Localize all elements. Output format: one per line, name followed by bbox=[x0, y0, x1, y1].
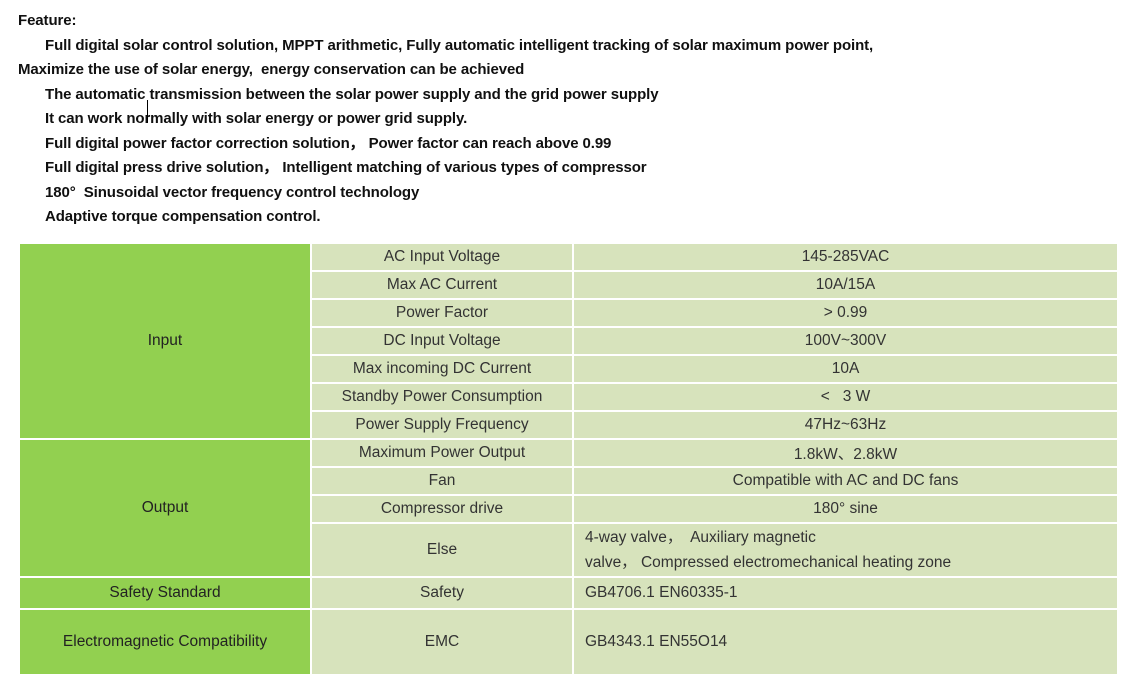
text-cursor bbox=[147, 100, 148, 123]
value-safety: GB4706.1 EN60335-1 bbox=[572, 575, 1119, 610]
value-emc: GB4343.1 EN55O14 bbox=[572, 607, 1119, 676]
param-emc: EMC bbox=[310, 607, 574, 676]
feature-line-auto-transmission: The automatic transmission between the s… bbox=[45, 85, 659, 103]
value-else: 4-way valve， Auxiliary magnetic valve， C… bbox=[572, 521, 1119, 578]
param-dc-input-voltage: DC Input Voltage bbox=[310, 325, 574, 356]
feature-line-work-normally: It can work normally with solar energy o… bbox=[45, 110, 468, 127]
row-maximum-power-output: Output Maximum Power Output 1.8kW、2.8kW bbox=[18, 437, 1119, 578]
spec-table: Input AC Input Voltage 145-285VAC Max AC Cu… bbox=[18, 241, 1119, 676]
feature-line-press-drive: Full digital press drive solution， Intel… bbox=[45, 159, 647, 176]
param-else: Else bbox=[310, 521, 574, 578]
row-power-supply-frequency: Power Supply Frequency 47Hz~63Hz bbox=[19, 409, 1119, 440]
row-compressor-drive: Compressor drive 180° sine bbox=[19, 493, 1119, 524]
param-safety: Safety bbox=[310, 575, 574, 610]
value-standby-power-consumption: < 3 W bbox=[572, 381, 1119, 412]
value-max-incoming-dc-current: 10A bbox=[572, 353, 1119, 384]
row-power-factor: Power Factor > 0.99 bbox=[19, 297, 1119, 328]
value-compressor-drive: 180° sine bbox=[572, 493, 1119, 524]
row-dc-input-voltage: DC Input Voltage 100V~300V bbox=[19, 325, 1119, 356]
value-ac-input-voltage: 145-285VAC bbox=[572, 241, 1119, 272]
value-max-ac-current: 10A/15A bbox=[572, 269, 1119, 300]
row-standby-power-consumption: Standby Power Consumption < 3 W bbox=[19, 381, 1119, 412]
feature-line-sinusoidal: 180° Sinusoidal vector frequency control… bbox=[45, 183, 420, 201]
value-fan: Compatible with AC and DC fans bbox=[572, 465, 1119, 496]
param-maximum-power-output: Maximum Power Output bbox=[310, 437, 574, 468]
param-standby-power-consumption: Standby Power Consumption bbox=[310, 381, 574, 412]
feature-lines: Full digital solar control solution, MPP… bbox=[18, 34, 1121, 230]
feature-line-mppt: Full digital solar control solution, MPP… bbox=[45, 36, 874, 54]
param-power-factor: Power Factor bbox=[310, 297, 574, 328]
row-emc: Electromagnetic Compatibility EMC GB4343.1… bbox=[18, 607, 1119, 676]
feature-line-maximize: Maximize the use of solar energy, energy… bbox=[18, 61, 525, 78]
param-fan: Fan bbox=[310, 465, 574, 496]
param-power-supply-frequency: Power Supply Frequency bbox=[310, 409, 574, 440]
param-compressor-drive: Compressor drive bbox=[310, 493, 574, 524]
feature-heading: Feature: bbox=[18, 12, 77, 29]
row-max-incoming-dc-current: Max incoming DC Current 10A bbox=[19, 353, 1119, 384]
row-safety: Safety Standard Safety GB4706.1 EN60335-1 bbox=[18, 575, 1119, 610]
row-else: Else 4-way valve， Auxiliary magnetic valv… bbox=[19, 521, 1119, 578]
value-power-supply-frequency: 47Hz~63Hz bbox=[572, 409, 1119, 440]
category-input: Input bbox=[18, 241, 312, 440]
category-output: Output bbox=[18, 437, 312, 578]
category-emc: Electromagnetic Compatibility bbox=[18, 607, 312, 676]
param-max-incoming-dc-current: Max incoming DC Current bbox=[310, 353, 574, 384]
value-dc-input-voltage: 100V~300V bbox=[572, 325, 1119, 356]
row-max-ac-current: Max AC Current 10A/15A bbox=[19, 269, 1119, 300]
category-safety-standard: Safety Standard bbox=[18, 575, 312, 610]
feature-section: Feature: Full digital solar control solu… bbox=[0, 0, 1131, 230]
row-fan: Fan Compatible with AC and DC fans bbox=[19, 465, 1119, 496]
feature-line-power-factor: Full digital power factor correction sol… bbox=[45, 134, 612, 152]
row-ac-input-voltage: Input AC Input Voltage 145-285VAC bbox=[18, 241, 1119, 440]
value-power-factor: > 0.99 bbox=[572, 297, 1119, 328]
param-max-ac-current: Max AC Current bbox=[310, 269, 574, 300]
param-ac-input-voltage: AC Input Voltage bbox=[310, 241, 574, 272]
value-maximum-power-output: 1.8kW、2.8kW bbox=[572, 437, 1119, 468]
feature-line-adaptive-torque: Adaptive torque compensation control. bbox=[45, 208, 321, 225]
